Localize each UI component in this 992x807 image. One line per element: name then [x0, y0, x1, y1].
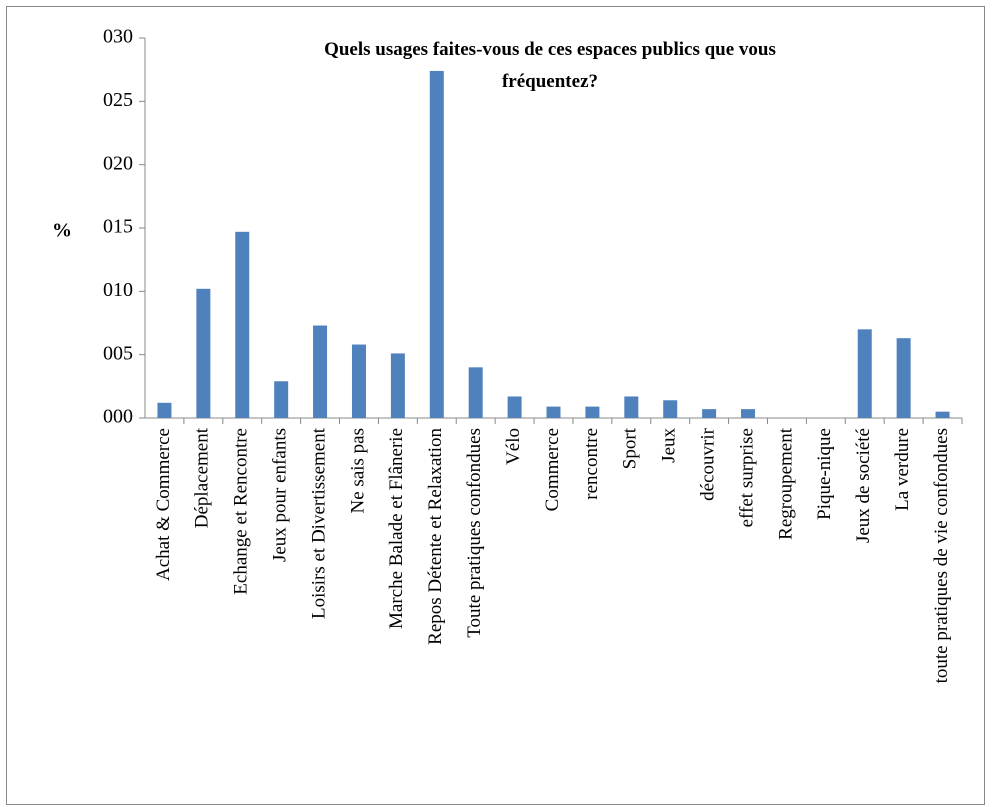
x-tick-label: découvrir: [697, 427, 718, 500]
bar: [935, 411, 950, 418]
bar: [507, 396, 522, 418]
x-tick-label: Echange et Rencontre: [231, 428, 252, 595]
x-tick-label: Jeux pour enfants: [270, 428, 291, 562]
y-tick-label: 010: [103, 279, 133, 301]
bar: [546, 406, 561, 418]
x-tick-label: Ne sais pas: [347, 428, 368, 513]
x-tick-label: rencontre: [581, 428, 602, 500]
x-tick-label: Commerce: [542, 428, 563, 511]
x-tick-label: Sport: [620, 427, 641, 469]
bar: [274, 381, 289, 418]
bar: [624, 396, 639, 418]
bar: [741, 409, 756, 418]
x-tick-label: Toute pratiques confondues: [464, 428, 485, 638]
bar: [390, 353, 405, 418]
x-tick-label: Achat & Commerce: [153, 428, 174, 581]
x-tick-label: Vélo: [503, 428, 524, 465]
bar: [468, 367, 483, 418]
bar: [235, 231, 250, 418]
x-tick-label: effet surprise: [736, 428, 757, 527]
x-tick-label: Jeux: [659, 428, 680, 463]
y-tick-label: 025: [103, 89, 133, 111]
y-axis-label: %: [52, 220, 72, 242]
x-tick-label: Repos Détente et Relaxation: [425, 428, 446, 645]
chart-title: Quels usages faites-vous de ces espaces …: [324, 39, 776, 92]
x-tick-label: Regroupement: [775, 427, 796, 540]
bar: [429, 70, 444, 418]
y-tick-label: 005: [103, 342, 133, 364]
x-tick-label: Jeux de société: [853, 428, 874, 543]
x-tick-label: toute pratiques de vie confondues: [931, 428, 952, 683]
bar: [196, 288, 211, 418]
y-tick-label: 000: [103, 406, 133, 428]
x-tick-label: Loisirs et Divertissement: [308, 427, 329, 619]
bar: [313, 325, 328, 418]
bar: [585, 406, 600, 418]
bar: [157, 402, 172, 418]
x-tick-label: Déplacement: [192, 427, 213, 528]
chart-title-box: Quels usages faites-vous de ces espaces …: [220, 34, 880, 98]
bar: [896, 338, 911, 418]
y-tick-label: 020: [103, 152, 133, 174]
y-tick-label: 030: [103, 26, 133, 48]
bar: [857, 329, 872, 418]
bar: [702, 409, 717, 418]
bar: [663, 400, 678, 418]
x-tick-label: Marche Balade et Flânerie: [386, 428, 407, 629]
x-tick-label: La verdure: [892, 428, 913, 511]
y-tick-label: 015: [103, 216, 133, 238]
x-tick-label: Pique-nique: [814, 428, 835, 520]
chart-border: [6, 6, 985, 805]
bar: [351, 344, 366, 418]
